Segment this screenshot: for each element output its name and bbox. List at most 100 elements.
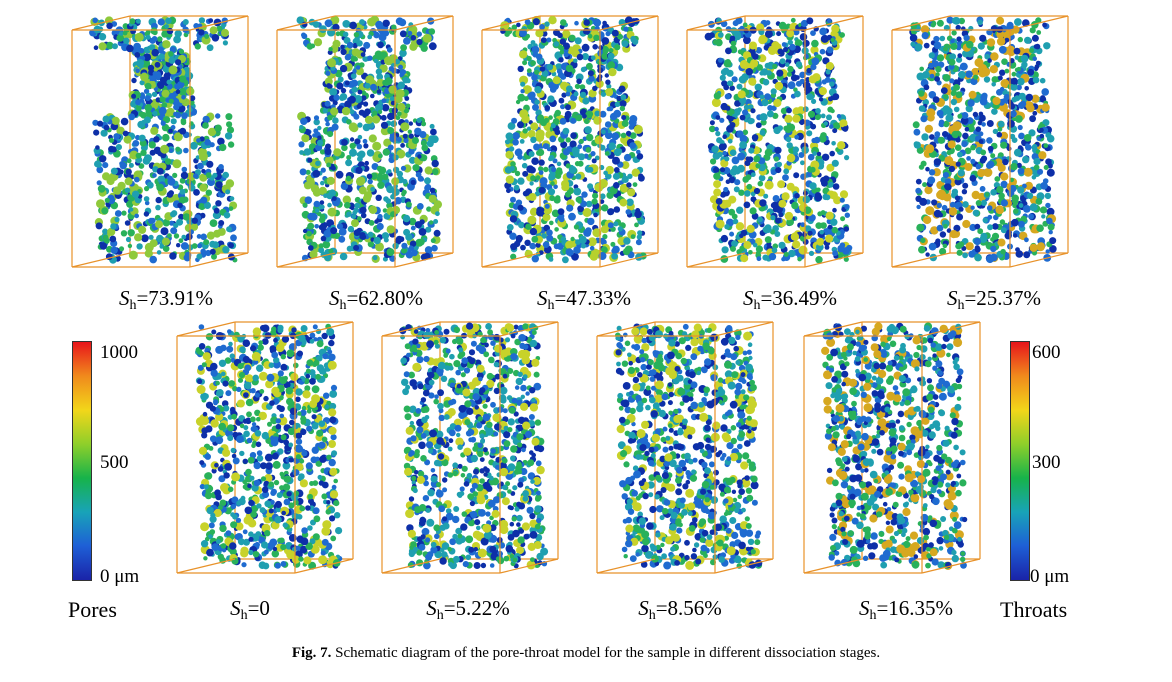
pore-sphere	[810, 123, 817, 130]
pore-sphere	[307, 222, 315, 230]
pore-sphere	[798, 245, 808, 255]
pore-sphere	[1006, 229, 1012, 236]
pore-sphere	[728, 208, 736, 216]
pore-sphere	[364, 108, 371, 115]
bounding-box-edge	[599, 15, 659, 31]
pore-sphere	[129, 207, 134, 212]
pore-sphere	[318, 216, 326, 224]
pore-sphere	[353, 207, 359, 213]
pore-sphere	[584, 126, 592, 134]
pore-sphere	[504, 139, 511, 145]
pore-sphere	[161, 30, 169, 38]
pore-sphere	[359, 62, 365, 68]
pore-sphere	[986, 120, 994, 127]
pore-sphere	[771, 105, 777, 111]
pore-sphere	[335, 170, 344, 179]
pore-sphere	[1038, 151, 1047, 160]
pore-sphere	[948, 58, 956, 66]
pore-sphere	[202, 122, 209, 129]
pore-sphere	[619, 100, 627, 108]
pore-sphere	[229, 196, 235, 202]
pore-sphere	[776, 161, 782, 168]
pore-sphere	[802, 195, 811, 204]
pore-sphere	[313, 38, 323, 47]
pore-sphere	[978, 114, 986, 122]
pore-sphere	[191, 243, 198, 249]
pore-sphere	[607, 61, 616, 70]
pore-sphere	[778, 199, 787, 208]
pore-sphere	[559, 45, 565, 51]
pore-sphere	[591, 198, 598, 205]
pore-sphere	[429, 220, 434, 225]
pore-sphere	[329, 390, 338, 398]
pore-sphere	[731, 240, 738, 248]
pore-sphere	[992, 128, 999, 135]
pore-sphere	[979, 34, 987, 42]
pore-sphere	[218, 220, 225, 226]
pore-sphere	[110, 223, 117, 230]
pore-sphere	[1007, 120, 1015, 128]
pore-sphere	[627, 188, 636, 197]
pore-sphere	[583, 19, 590, 26]
pore-sphere	[827, 224, 833, 230]
pore-sphere	[950, 42, 958, 50]
pore-sphere	[764, 30, 773, 39]
pore-sphere	[590, 55, 596, 61]
pore-sphere	[143, 196, 150, 202]
pore-sphere	[424, 166, 433, 175]
pore-sphere	[984, 192, 990, 197]
pore-sphere	[169, 252, 177, 260]
pore-sphere	[831, 159, 839, 167]
pore-sphere	[228, 380, 235, 387]
pore-sphere	[118, 31, 124, 36]
pore-sphere	[825, 211, 834, 220]
pore-model-panel-6	[165, 318, 365, 588]
pore-sphere	[164, 158, 172, 165]
pore-sphere	[357, 134, 363, 140]
pore-sphere	[326, 500, 331, 505]
pore-sphere	[939, 35, 946, 42]
pore-sphere	[226, 126, 235, 134]
pore-sphere	[971, 67, 980, 77]
pore-sphere	[750, 59, 759, 68]
pore-sphere	[340, 48, 347, 56]
pore-sphere	[189, 95, 196, 102]
pore-sphere	[200, 248, 206, 255]
pore-sphere	[367, 240, 375, 248]
pore-sphere	[106, 41, 114, 50]
pore-sphere	[175, 89, 181, 94]
pore-sphere	[199, 183, 208, 192]
bounding-box-edge	[394, 252, 454, 268]
pore-sphere	[794, 90, 801, 98]
pore-sphere	[144, 104, 153, 112]
pore-sphere	[116, 126, 125, 135]
pore-sphere	[783, 251, 789, 257]
pore-sphere	[107, 196, 116, 205]
pore-sphere	[96, 166, 104, 174]
pore-sphere	[1017, 77, 1025, 86]
pore-sphere	[971, 78, 978, 85]
pore-sphere	[986, 205, 993, 211]
pore-sphere	[362, 138, 368, 144]
pore-sphere	[1040, 182, 1048, 190]
pore-sphere	[753, 155, 761, 163]
pore-sphere	[199, 173, 208, 182]
pore-sphere	[325, 143, 331, 150]
pore-sphere	[832, 93, 840, 101]
pore-sphere	[790, 17, 796, 23]
pore-sphere	[587, 33, 593, 39]
pore-sphere	[193, 189, 200, 196]
pore-sphere	[1031, 21, 1039, 29]
pore-sphere	[955, 91, 963, 99]
pore-sphere	[309, 332, 316, 339]
pore-sphere	[764, 148, 773, 157]
pore-sphere	[408, 156, 417, 164]
pore-sphere	[617, 33, 624, 40]
pore-sphere	[99, 155, 107, 163]
pore-sphere	[593, 212, 598, 218]
pore-sphere	[149, 255, 157, 264]
pore-sphere	[253, 461, 261, 470]
pore-sphere	[562, 42, 570, 50]
pore-sphere	[955, 24, 961, 31]
pore-sphere	[928, 52, 935, 59]
